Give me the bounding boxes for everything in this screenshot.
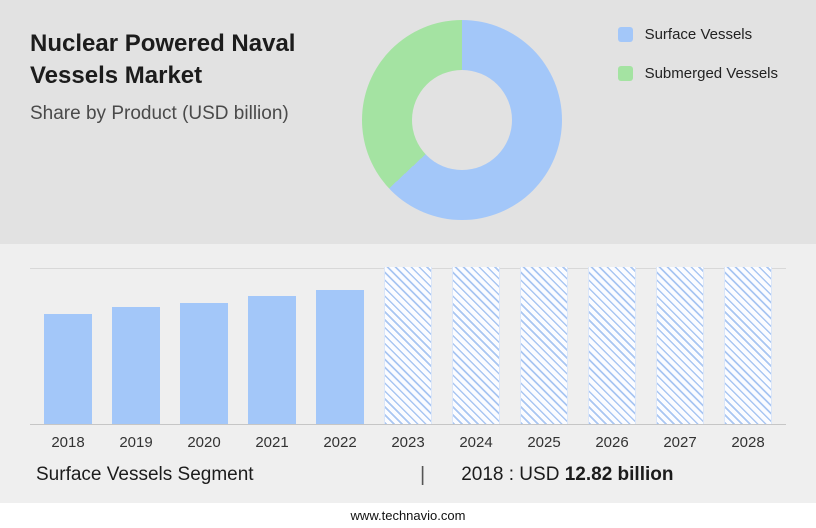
bar-2018	[44, 314, 92, 424]
top-section: Nuclear Powered Naval Vessels Market Sha…	[0, 0, 816, 244]
bar-2022	[316, 290, 364, 424]
x-tick-2028: 2028	[731, 434, 765, 451]
x-tick-2020: 2020	[187, 434, 221, 451]
donut-hole	[412, 70, 512, 170]
x-tick-2024: 2024	[459, 434, 493, 451]
x-tick-2026: 2026	[595, 434, 629, 451]
x-tick-2025: 2025	[527, 434, 561, 451]
bar-plot	[30, 267, 786, 425]
x-tick-2022: 2022	[323, 434, 357, 451]
bar-2020	[180, 303, 228, 424]
bottom-section: 2018 2019 2020 2021 2022 2023 2024 2025 2026 2027…	[0, 244, 816, 503]
forecast-bar-2027	[656, 267, 704, 424]
footer-url: www.technavio.com	[350, 508, 466, 523]
bar-chart: 2018 2019 2020 2021 2022 2023 2024 2025 2026 2027…	[30, 267, 786, 451]
forecast-bar-2028	[724, 267, 772, 424]
highlight-value-bold: 12.82 billion	[564, 464, 674, 485]
header: Nuclear Powered Naval Vessels Market Sha…	[30, 28, 370, 125]
x-axis-labels: 2018 2019 2020 2021 2022 2023 2024 2025 2026 2027…	[30, 434, 786, 451]
forecast-bar-2026	[588, 267, 636, 424]
legend-item-submerged-vessels: Submerged Vessels	[617, 65, 778, 82]
caption-row: Surface Vessels Segment | 2018 : USD 12.…	[0, 451, 816, 499]
footer: www.technavio.com	[0, 503, 816, 528]
legend: Surface Vessels Submerged Vessels	[617, 26, 778, 104]
legend-label-submerged-vessels: Submerged Vessels	[644, 65, 778, 82]
forecast-bar-2024	[452, 267, 500, 424]
legend-label-surface-vessels: Surface Vessels	[644, 26, 753, 43]
highlight-value-prefix: 2018 : USD	[461, 464, 560, 485]
caption-divider: |	[420, 463, 426, 486]
x-tick-2019: 2019	[119, 434, 153, 451]
x-tick-2027: 2027	[663, 434, 697, 451]
forecast-bar-2023	[384, 267, 432, 424]
bar-2021	[248, 296, 296, 424]
x-tick-2018: 2018	[51, 434, 85, 451]
highlight-value: 2018 : USD 12.82 billion	[461, 464, 673, 486]
x-tick-2021: 2021	[255, 434, 289, 451]
x-tick-2023: 2023	[391, 434, 425, 451]
legend-item-surface-vessels: Surface Vessels	[617, 26, 778, 43]
donut-chart	[362, 20, 562, 220]
segment-label: Surface Vessels Segment	[36, 464, 254, 485]
forecast-bar-2025	[520, 267, 568, 424]
page-subtitle: Share by Product (USD billion)	[30, 102, 289, 124]
bar-2019	[112, 307, 160, 424]
surface-vessels-swatch-icon	[617, 27, 633, 42]
page-title: Nuclear Powered Naval Vessels Market	[30, 30, 296, 90]
submerged-vessels-swatch-icon	[617, 66, 633, 81]
